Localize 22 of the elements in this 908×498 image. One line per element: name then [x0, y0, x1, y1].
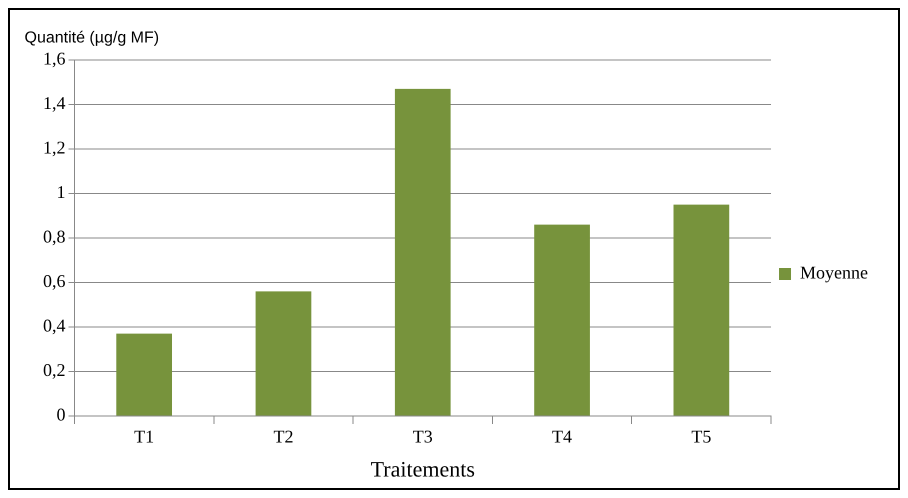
y-tick-label: 1,6	[43, 48, 66, 69]
y-tick-label: 0	[56, 404, 66, 425]
legend-label: Moyenne	[800, 262, 868, 283]
y-tick-label: 1,2	[43, 138, 66, 158]
bar	[534, 224, 590, 416]
x-tick-label: T5	[691, 426, 712, 447]
y-axis-title: Quantité (µg/g MF)	[24, 29, 160, 46]
x-tick-label: T3	[412, 426, 433, 447]
bar	[674, 204, 730, 416]
x-tick-label: T1	[134, 426, 154, 447]
y-tick-label: 0,2	[43, 360, 66, 380]
y-tick-label: 0,6	[43, 271, 66, 292]
x-tick-label: T4	[552, 426, 572, 447]
bar	[256, 291, 312, 416]
y-tick-label: 0,8	[43, 226, 66, 247]
y-tick-label: 0,4	[43, 316, 66, 336]
y-tick-label: 1	[56, 182, 66, 202]
x-tick-label: T2	[273, 426, 294, 447]
x-axis-title: Traitements	[370, 456, 475, 482]
bar	[116, 334, 172, 416]
y-tick-label: 1,4	[43, 93, 66, 114]
bar	[394, 88, 451, 416]
